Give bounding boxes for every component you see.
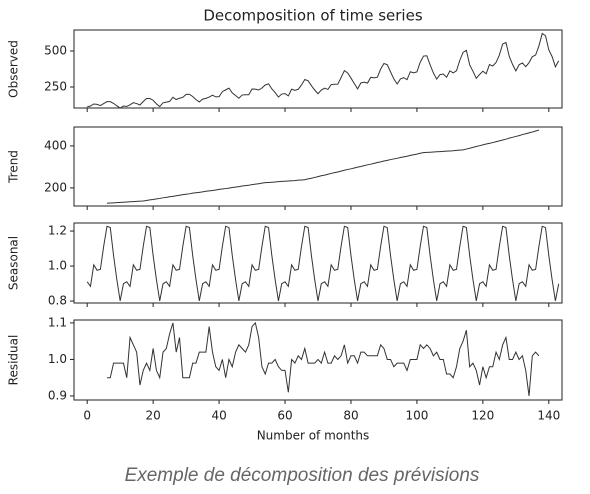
y-axis-label: Seasonal <box>7 236 21 290</box>
y-tick-label: 1.1 <box>48 315 67 329</box>
panel-frame <box>73 319 563 401</box>
series-line <box>86 225 560 301</box>
panel-frame <box>73 29 563 109</box>
x-axis-label: Number of months <box>257 429 370 443</box>
y-tick-label: 1.2 <box>48 224 67 238</box>
x-tick-label: 0 <box>83 409 91 423</box>
y-axis-label: Observed <box>7 40 21 98</box>
x-tick-label: 20 <box>145 409 160 423</box>
panel-frame <box>73 126 563 207</box>
chart-title: Decomposition of time series <box>203 7 422 25</box>
y-axis-label: Trend <box>7 150 21 184</box>
x-tick-label: 80 <box>343 409 358 423</box>
x-tick-label: 100 <box>405 409 428 423</box>
series-line <box>87 32 560 109</box>
x-tick-label: 60 <box>277 409 292 423</box>
y-axis-label: Residual <box>7 335 21 386</box>
y-tick-label: 1.0 <box>48 352 67 366</box>
y-tick-label: 500 <box>44 44 67 58</box>
x-tick-label: 140 <box>537 409 560 423</box>
y-tick-label: 400 <box>44 138 67 152</box>
y-tick-label: 250 <box>44 79 67 93</box>
y-tick-label: 0.8 <box>48 294 67 308</box>
caption: Exemple de décomposition des prévisions <box>125 465 480 486</box>
y-tick-label: 0.9 <box>48 388 67 402</box>
y-tick-label: 1.0 <box>48 259 67 273</box>
x-tick-label: 120 <box>471 409 494 423</box>
y-tick-label: 200 <box>44 180 67 194</box>
panel-frame <box>73 222 563 304</box>
series-line <box>106 129 540 204</box>
x-tick-label: 40 <box>211 409 226 423</box>
series-line <box>106 321 540 397</box>
